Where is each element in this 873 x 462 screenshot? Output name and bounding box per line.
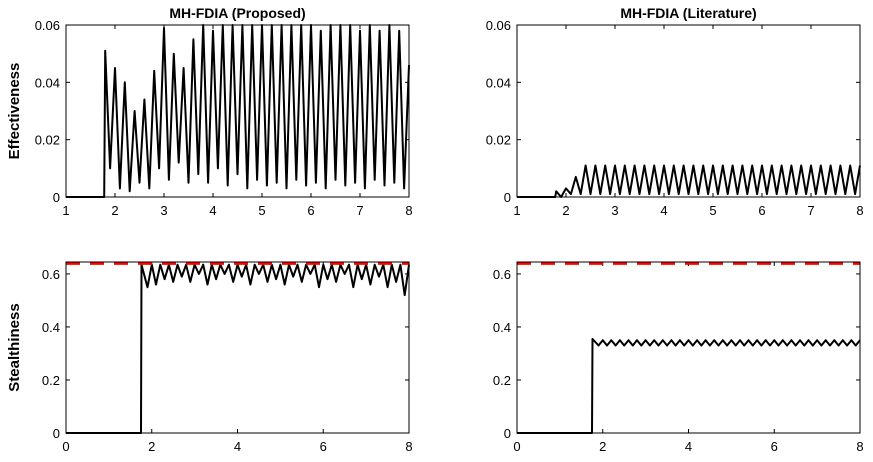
axes-frame	[65, 24, 410, 198]
x-tick-label: 5	[258, 203, 265, 218]
axes-frame	[516, 24, 861, 198]
y-tick-label: 0	[504, 426, 511, 441]
y-tick-label: 0	[504, 190, 511, 205]
x-tick-label: 8	[405, 203, 412, 218]
y-tick-label: 0.04	[486, 75, 511, 90]
plot-area	[66, 262, 409, 433]
axes-frame	[65, 261, 410, 434]
x-tick-label: 8	[856, 203, 863, 218]
y-axis-label: Effectiveness	[6, 63, 23, 160]
x-tick-label: 2	[148, 439, 155, 454]
plot-area	[517, 25, 860, 197]
x-tick-label: 6	[771, 439, 778, 454]
y-tick-label: 0	[53, 426, 60, 441]
y-tick-label: 0	[53, 190, 60, 205]
x-tick-label: 6	[307, 203, 314, 218]
x-tick-label: 3	[611, 203, 618, 218]
x-tick-label: 0	[513, 439, 520, 454]
y-tick-label: 0.02	[35, 133, 60, 148]
y-tick-label: 0.6	[493, 267, 511, 282]
x-tick-label: 4	[685, 439, 692, 454]
x-tick-label: 6	[320, 439, 327, 454]
x-tick-label: 5	[709, 203, 716, 218]
y-tick-label: 0.02	[486, 133, 511, 148]
y-tick-label: 0.4	[42, 320, 60, 335]
y-tick-label: 0.4	[493, 320, 511, 335]
y-tick-label: 0.6	[42, 267, 60, 282]
line	[517, 337, 861, 434]
x-tick-label: 0	[62, 439, 69, 454]
x-tick-label: 1	[513, 203, 520, 218]
y-tick-label: 0.06	[35, 18, 60, 33]
x-tick-label: 3	[160, 203, 167, 218]
y-axis-label: Stealthiness	[6, 303, 23, 391]
x-tick-label: 8	[856, 439, 863, 454]
y-tick-label: 0.04	[35, 75, 60, 90]
y-tick-label: 0.2	[42, 373, 60, 388]
y-tick-label: 0.06	[486, 18, 511, 33]
x-tick-label: 2	[562, 203, 569, 218]
x-tick-label: 1	[62, 203, 69, 218]
plot-area	[517, 262, 860, 433]
x-tick-label: 4	[234, 439, 241, 454]
chart-title: MH-FDIA (Literature)	[620, 5, 756, 21]
x-tick-label: 2	[111, 203, 118, 218]
chart-title: MH-FDIA (Proposed)	[169, 5, 305, 21]
axes-frame	[516, 261, 861, 434]
x-tick-label: 8	[405, 439, 412, 454]
x-tick-label: 7	[807, 203, 814, 218]
line	[517, 164, 861, 198]
x-tick-label: 4	[209, 203, 216, 218]
x-tick-label: 7	[356, 203, 363, 218]
x-tick-label: 4	[660, 203, 667, 218]
y-tick-label: 0.2	[493, 373, 511, 388]
x-tick-label: 6	[758, 203, 765, 218]
x-tick-label: 2	[599, 439, 606, 454]
